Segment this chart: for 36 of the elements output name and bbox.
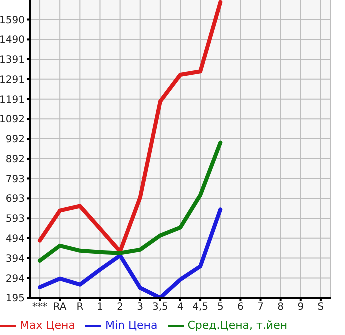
x-tick-label: 4,5 bbox=[192, 302, 209, 314]
x-tick-label: *** bbox=[32, 302, 48, 314]
line-series bbox=[38, 0, 223, 254]
legend-label: Max Цена bbox=[20, 319, 76, 332]
y-tick-label: 294 bbox=[6, 274, 25, 285]
x-tick-label: 8 bbox=[278, 302, 284, 314]
x-tick-label: 5 bbox=[217, 302, 224, 314]
x-tick-label: 7 bbox=[258, 302, 264, 314]
x-tick-label: 2 bbox=[117, 302, 124, 314]
legend-label: Min Цена bbox=[105, 319, 158, 332]
y-tick-label: 693 bbox=[6, 194, 25, 206]
y-tick-label: 892 bbox=[6, 154, 25, 166]
y-tick-label: 1490 bbox=[0, 35, 25, 46]
y-tick-label: 1590 bbox=[0, 15, 25, 26]
x-tick-label: 6 bbox=[238, 302, 244, 314]
x-tick-label: R bbox=[76, 302, 84, 314]
y-tick-label: 793 bbox=[6, 174, 25, 186]
y-tick-label: 593 bbox=[6, 214, 25, 226]
x-tick-label: 1 bbox=[97, 302, 104, 314]
y-tick-label: 1391 bbox=[0, 54, 25, 66]
x-tick-label: 3 bbox=[137, 302, 144, 314]
x-tick-label: RA bbox=[53, 302, 67, 314]
y-tick-label: 195 bbox=[6, 294, 25, 305]
y-tick-label: 394 bbox=[6, 254, 25, 265]
line-series bbox=[38, 140, 223, 263]
x-tick-label: 3,5 bbox=[152, 302, 168, 314]
legend-label: Сред.Цена, т.йен bbox=[188, 319, 288, 332]
y-tick-label: 1291 bbox=[0, 74, 25, 86]
x-tick-label: 9 bbox=[298, 302, 304, 314]
line-series bbox=[38, 208, 223, 298]
y-tick-label: 1092 bbox=[0, 114, 25, 126]
y-tick-label: 494 bbox=[6, 234, 25, 245]
y-tick-label: 992 bbox=[6, 134, 25, 146]
x-tick-label: 4 bbox=[177, 302, 184, 314]
x-tick-label: S bbox=[318, 302, 324, 314]
y-tick-label: 1191 bbox=[0, 94, 25, 106]
